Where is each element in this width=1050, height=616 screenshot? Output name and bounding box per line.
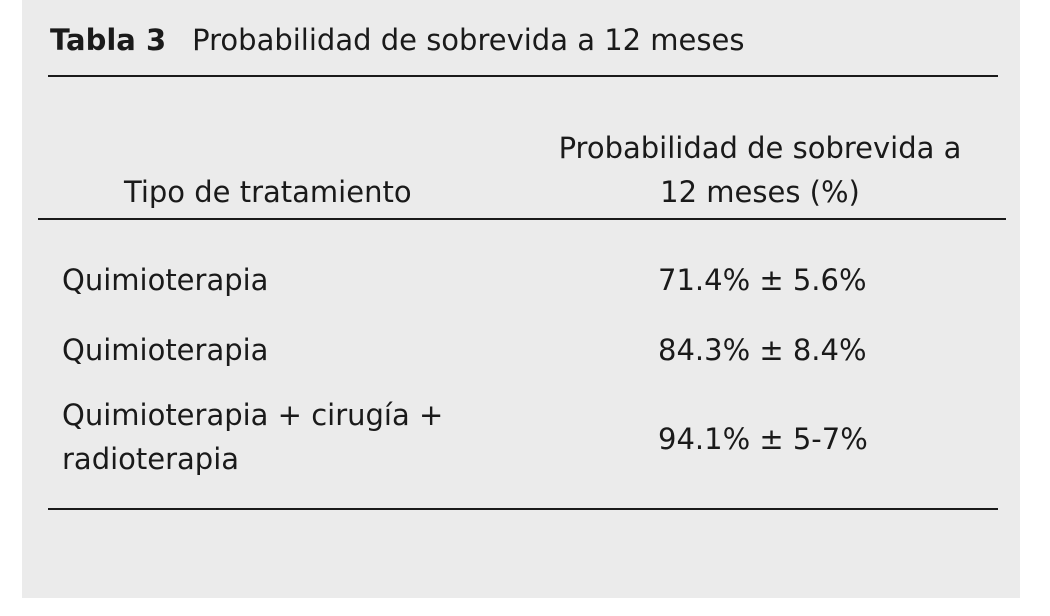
top-rule: [48, 75, 998, 77]
row-3-treatment-line1: Quimioterapia + cirugía +: [62, 398, 444, 432]
table-caption: Tabla 3 Probabilidad de sobrevida a 12 me…: [50, 20, 744, 60]
row-1-treatment: Quimioterapia: [62, 263, 269, 297]
row-1-probability: 71.4% ± 5.6%: [658, 263, 867, 297]
column-header-treatment: Tipo de tratamiento: [124, 175, 412, 209]
column-header-probability: Probabilidad de sobrevida a 12 meses (%): [500, 126, 1020, 214]
column-header-probability-line2: 12 meses (%): [660, 175, 860, 209]
row-3-treatment-line2: radioterapia: [62, 442, 240, 476]
header-rule: [38, 218, 1006, 220]
table-title: Probabilidad de sobrevida a 12 meses: [192, 23, 745, 57]
table-panel: [22, 0, 1020, 598]
table-number: Tabla 3: [50, 23, 167, 57]
column-header-probability-line1: Probabilidad de sobrevida a: [558, 131, 962, 165]
row-3-treatment: Quimioterapia + cirugía + radioterapia: [62, 393, 443, 481]
bottom-rule: [48, 508, 998, 510]
row-3-probability: 94.1% ± 5-7%: [658, 422, 868, 456]
row-2-probability: 84.3% ± 8.4%: [658, 333, 867, 367]
row-2-treatment: Quimioterapia: [62, 333, 269, 367]
